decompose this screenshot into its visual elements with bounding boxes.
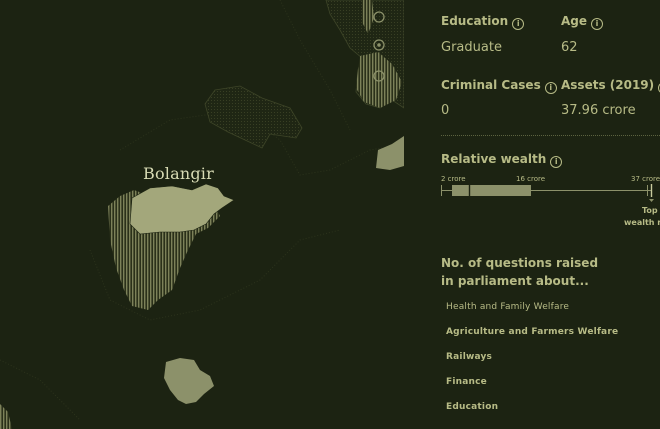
city-marker-icon — [377, 43, 381, 47]
question-topic-item[interactable]: Health and Family Welfare — [446, 302, 570, 312]
constituency-map[interactable]: Bolangir — [0, 0, 404, 429]
assets-label: Assets (2019)i — [561, 78, 660, 94]
candidate-profile-panel: Education i Graduate Age i 62 Criminal Cas… — [404, 0, 660, 429]
section-divider — [441, 135, 660, 136]
wealth-scale-min: 2 crore — [441, 175, 466, 183]
district-border — [89, 229, 341, 321]
age-label: Age i — [561, 14, 604, 30]
question-topic-item[interactable]: Agriculture and Farmers Welfare — [446, 327, 619, 337]
map-canvas — [0, 0, 404, 429]
district-region[interactable] — [0, 404, 12, 429]
question-topic-item[interactable]: Education — [446, 402, 499, 412]
info-icon[interactable]: i — [544, 82, 557, 94]
relative-wealth-label-text: Relative wealth — [441, 152, 547, 166]
info-icon[interactable]: i — [512, 18, 525, 30]
question-topic-item[interactable]: Railways — [446, 352, 493, 362]
city-marker-icon[interactable] — [373, 70, 385, 82]
relative-wealth-label: Relative wealth i — [441, 152, 563, 168]
city-marker-icon[interactable] — [373, 11, 385, 23]
age-label-text: Age — [561, 14, 588, 28]
constituency-name-label: Bolangir — [143, 164, 214, 183]
selected-constituency[interactable] — [129, 183, 235, 235]
criminal-cases-label-text: Criminal Cases — [441, 78, 541, 92]
wealth-marker-label: wealth r — [624, 218, 660, 227]
wealth-scale-mid: 16 crore — [516, 175, 546, 183]
wealth-distribution-bar[interactable] — [441, 183, 660, 203]
city-marker-icon[interactable] — [373, 39, 385, 51]
education-value: Graduate — [441, 40, 502, 55]
wealth-marker-label: Top — [642, 206, 658, 215]
wealth-scale-max: 37 crore — [631, 175, 660, 183]
assets-value: 37.96 crore — [561, 103, 636, 118]
age-value: 62 — [561, 40, 578, 55]
education-label-text: Education — [441, 14, 509, 28]
wealth-iqr-box — [452, 185, 531, 196]
district-region[interactable] — [362, 0, 374, 34]
education-label: Education i — [441, 14, 525, 30]
assets-label-text: Assets (2019) — [561, 78, 655, 92]
district-region[interactable] — [204, 85, 303, 149]
district-region[interactable] — [376, 136, 404, 170]
marker-pointer-icon — [649, 199, 654, 202]
district-border — [0, 359, 81, 421]
questions-heading: No. of questions raised in parliament ab… — [441, 254, 641, 290]
district-region[interactable] — [356, 52, 402, 108]
district-region[interactable] — [164, 358, 214, 404]
criminal-cases-value: 0 — [441, 103, 450, 118]
info-icon[interactable]: i — [591, 18, 604, 30]
info-icon[interactable]: i — [550, 156, 563, 168]
questions-heading-line: No. of questions raised — [441, 256, 599, 270]
question-topic-item[interactable]: Finance — [446, 377, 487, 387]
questions-heading-line: in parliament about... — [441, 274, 589, 288]
criminal-cases-label: Criminal Cases i — [441, 78, 557, 94]
